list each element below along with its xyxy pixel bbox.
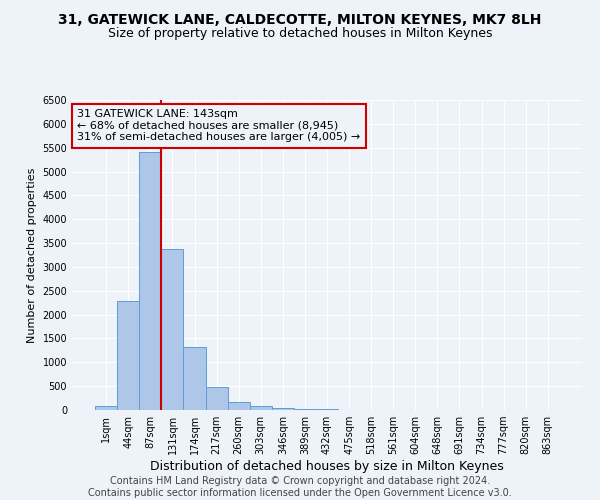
Bar bbox=[250, 406, 272, 410]
Bar bbox=[294, 408, 316, 410]
Bar bbox=[161, 249, 184, 410]
Y-axis label: Number of detached properties: Number of detached properties bbox=[27, 168, 37, 342]
Text: Size of property relative to detached houses in Milton Keynes: Size of property relative to detached ho… bbox=[108, 28, 492, 40]
Bar bbox=[139, 152, 161, 410]
X-axis label: Distribution of detached houses by size in Milton Keynes: Distribution of detached houses by size … bbox=[150, 460, 504, 473]
Bar bbox=[184, 347, 206, 410]
Text: 31 GATEWICK LANE: 143sqm
← 68% of detached houses are smaller (8,945)
31% of sem: 31 GATEWICK LANE: 143sqm ← 68% of detach… bbox=[77, 110, 361, 142]
Bar bbox=[206, 387, 227, 410]
Text: 31, GATEWICK LANE, CALDECOTTE, MILTON KEYNES, MK7 8LH: 31, GATEWICK LANE, CALDECOTTE, MILTON KE… bbox=[58, 12, 542, 26]
Bar bbox=[272, 408, 294, 410]
Bar bbox=[227, 402, 250, 410]
Text: Contains HM Land Registry data © Crown copyright and database right 2024.
Contai: Contains HM Land Registry data © Crown c… bbox=[88, 476, 512, 498]
Bar bbox=[117, 302, 139, 410]
Bar bbox=[95, 406, 117, 410]
